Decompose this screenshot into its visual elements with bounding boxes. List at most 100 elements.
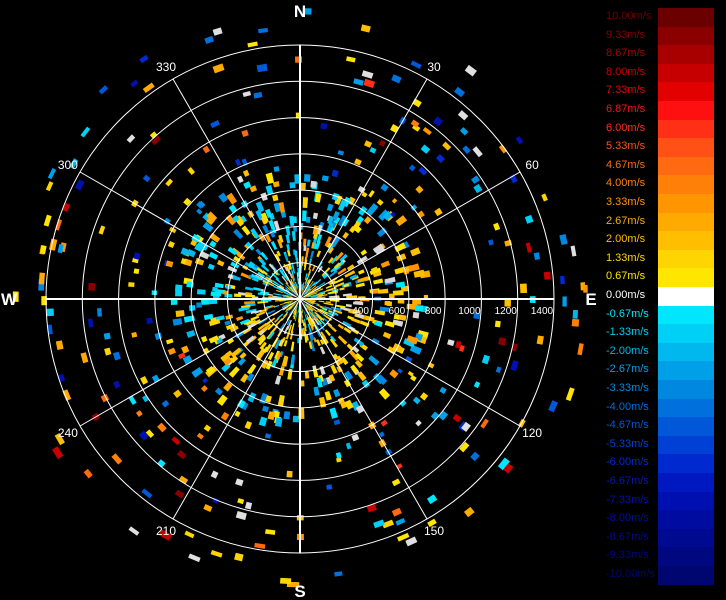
echo-cell — [344, 270, 356, 278]
echo-cell — [349, 350, 360, 361]
echo-cell — [201, 299, 210, 305]
echo-cell — [237, 357, 246, 366]
echo-cell — [301, 286, 304, 294]
echo-cell — [246, 372, 255, 382]
legend-label: -4.67m/s — [606, 419, 649, 432]
legend-row: -6.67m/s — [606, 473, 716, 492]
legend-label: 2.67m/s — [606, 214, 646, 227]
echo-cell — [295, 282, 298, 289]
echo-cell — [307, 292, 318, 297]
echo-cell — [303, 322, 307, 332]
echo-cell — [412, 311, 420, 319]
echo-cell — [279, 338, 285, 347]
echo-cell — [113, 380, 121, 389]
echo-cell — [487, 239, 494, 246]
echo-cell — [232, 215, 240, 223]
echo-cell — [355, 313, 365, 319]
echo-cell — [290, 301, 298, 310]
north-label: N — [294, 2, 306, 21]
echo-cell — [577, 343, 584, 356]
echo-cell — [333, 216, 341, 225]
echo-cell — [364, 140, 373, 148]
legend-row: 0.00m/s — [606, 287, 716, 306]
echo-cell — [321, 267, 331, 277]
echo-cell — [420, 144, 431, 154]
range-label: 1000 — [458, 306, 481, 317]
echo-cell — [318, 300, 325, 303]
echo-cell — [307, 293, 319, 298]
echo-cell — [454, 86, 466, 98]
echo-cell — [283, 294, 293, 298]
echo-cell — [360, 249, 368, 256]
azimuth-label: 330 — [156, 60, 176, 74]
echo-cell — [204, 35, 215, 44]
echo-cell — [243, 181, 252, 190]
echo-cell — [262, 224, 270, 234]
echo-cell — [510, 360, 519, 372]
echo-cell — [151, 135, 162, 146]
echo-cell — [223, 381, 233, 392]
legend-row: 2.00m/s — [606, 231, 716, 250]
echo-cell — [459, 127, 469, 136]
echo-cell — [222, 290, 229, 295]
echo-cell — [280, 211, 287, 218]
echo-cell — [304, 294, 310, 298]
echo-cell — [259, 341, 267, 351]
echo-cell — [165, 338, 174, 345]
azimuth-spoke — [79, 298, 301, 427]
echo-cell — [337, 150, 345, 156]
echo-cell — [273, 270, 279, 276]
echo-cell — [234, 158, 242, 167]
echo-cell — [303, 238, 307, 247]
echo-cell — [268, 296, 275, 298]
echo-cell — [236, 399, 246, 409]
legend-row: 6.87m/s — [606, 101, 716, 120]
echo-cell — [461, 421, 471, 432]
echo-cell — [283, 339, 288, 347]
echo-cell — [220, 411, 230, 421]
echo-cell — [329, 335, 337, 343]
range-label: 800 — [425, 306, 442, 317]
echo-cell — [74, 179, 85, 191]
echo-cell — [473, 381, 481, 389]
echo-cell — [313, 242, 318, 250]
echo-cell — [311, 242, 316, 249]
echo-cell — [352, 309, 361, 314]
echo-cell — [239, 318, 250, 326]
echo-cell — [276, 250, 281, 257]
echo-cell — [331, 311, 339, 316]
echo-cell — [387, 346, 397, 355]
echo-cell — [382, 519, 395, 529]
echo-cell — [379, 306, 390, 313]
echo-cell — [307, 323, 312, 332]
echo-cell — [361, 70, 374, 79]
echo-cell — [308, 258, 313, 264]
echo-cell — [283, 306, 289, 311]
echo-cell — [331, 169, 339, 178]
echo-cell — [342, 320, 352, 328]
legend-label: -9.33m/s — [606, 549, 649, 562]
echo-cell — [244, 286, 254, 291]
legend-swatch — [658, 249, 714, 269]
echo-cell — [378, 139, 386, 147]
echo-cell — [370, 266, 379, 273]
echo-cell — [224, 293, 233, 298]
echo-cell — [292, 216, 297, 224]
legend-row: -6.00m/s — [606, 454, 716, 473]
echo-cell — [316, 304, 325, 309]
echo-cell — [268, 263, 276, 272]
echo-cell — [234, 410, 241, 418]
echo-cell — [273, 220, 281, 232]
echo-cell — [354, 352, 365, 363]
echo-cell — [305, 302, 313, 308]
legend-label: 7.33m/s — [606, 84, 646, 97]
echo-cell — [351, 433, 360, 442]
echo-cell — [158, 529, 173, 541]
echo-cell — [410, 375, 417, 382]
echo-cell — [62, 389, 72, 401]
echo-cell — [346, 264, 355, 271]
echo-cell — [305, 216, 311, 223]
azimuth-spoke — [299, 78, 428, 300]
echo-cell — [302, 197, 309, 209]
range-grid — [45, 44, 555, 554]
